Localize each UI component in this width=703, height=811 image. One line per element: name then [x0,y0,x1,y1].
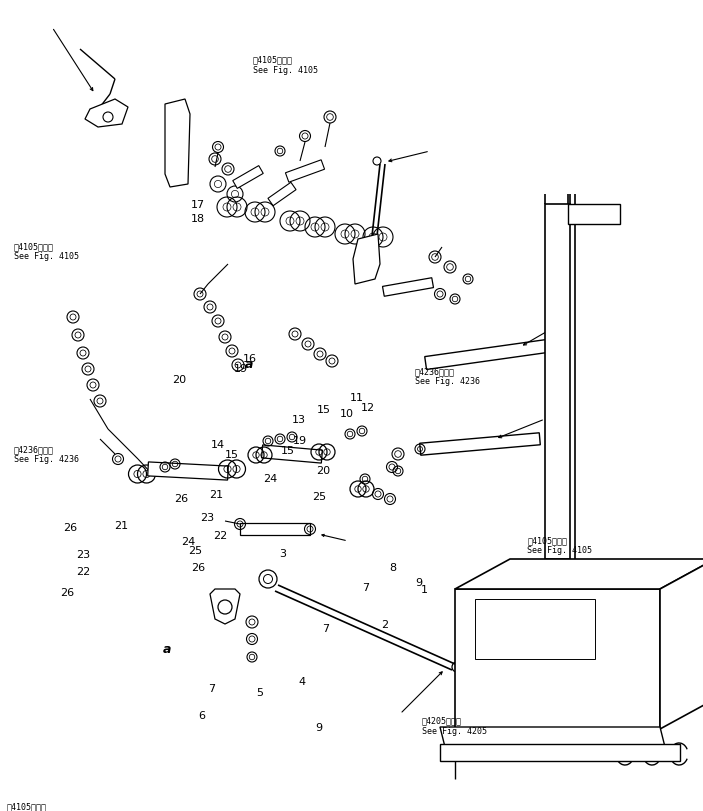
Text: 笥4105图参照
See Fig. 4105: 笥4105图参照 See Fig. 4105 [253,55,318,75]
Text: 15: 15 [281,445,295,455]
Text: 3: 3 [279,548,286,558]
Polygon shape [455,560,703,590]
Text: 6: 6 [198,710,205,720]
Text: 4: 4 [299,676,306,686]
Text: 24: 24 [181,537,195,547]
Text: 19: 19 [292,436,307,445]
Polygon shape [382,278,434,297]
Text: 20: 20 [316,466,330,475]
Polygon shape [210,590,240,624]
Polygon shape [240,523,310,535]
Polygon shape [148,462,228,480]
Text: 17: 17 [191,200,205,210]
Polygon shape [568,204,620,225]
Bar [475,599,595,659]
Text: 20: 20 [172,375,186,384]
Text: 7: 7 [208,683,215,693]
Text: 笥4205图参照
See Fig. 4205: 笥4205图参照 See Fig. 4205 [422,715,486,735]
Text: 26: 26 [191,563,205,573]
Text: 25: 25 [188,545,202,555]
Text: a: a [163,642,172,655]
Text: 7: 7 [322,624,329,633]
Text: 15: 15 [225,449,239,459]
Text: 14: 14 [211,440,225,449]
Text: 22: 22 [213,530,227,540]
Polygon shape [425,339,555,370]
Polygon shape [440,727,665,747]
Polygon shape [545,204,570,560]
Polygon shape [233,166,263,189]
Text: 5: 5 [257,687,264,697]
Text: 12: 12 [361,402,375,412]
Text: 笥4105图参照
See Fig. 4105: 笥4105图参照 See Fig. 4105 [527,535,592,555]
Text: 24: 24 [264,474,278,483]
Text: 26: 26 [63,522,77,532]
Polygon shape [165,100,190,188]
Text: 21: 21 [209,490,224,500]
Text: 23: 23 [200,513,214,522]
Text: 19: 19 [233,364,247,374]
Text: 笥4236图参照
See Fig. 4236: 笥4236图参照 See Fig. 4236 [14,444,79,464]
Text: 笥4105图参照
See Fig. 4105: 笥4105图参照 See Fig. 4105 [7,801,72,811]
Text: 13: 13 [292,414,306,424]
Polygon shape [660,560,703,729]
Text: 笥4105图参照
See Fig. 4105: 笥4105图参照 See Fig. 4105 [14,242,79,261]
Text: 笥4236图参照
See Fig. 4236: 笥4236图参照 See Fig. 4236 [415,367,479,386]
Text: 16: 16 [243,354,257,363]
Text: 7: 7 [362,582,369,592]
Text: 21: 21 [114,521,128,530]
Text: 15: 15 [317,405,331,414]
Polygon shape [440,744,680,761]
Text: a: a [245,358,253,371]
Text: 8: 8 [389,563,396,573]
Text: 10: 10 [340,409,354,418]
Text: 26: 26 [174,493,188,503]
Text: 2: 2 [381,620,388,629]
Text: 9: 9 [315,723,322,732]
Text: 22: 22 [76,567,90,577]
Text: 18: 18 [191,214,205,224]
Polygon shape [268,183,296,207]
Polygon shape [353,234,380,285]
Polygon shape [85,100,128,128]
Text: 26: 26 [60,587,74,597]
Text: 11: 11 [350,393,364,402]
Text: 23: 23 [76,549,90,559]
Polygon shape [285,161,325,183]
Polygon shape [420,433,541,456]
Text: 9: 9 [415,577,422,587]
Text: 1: 1 [420,584,427,594]
Polygon shape [455,590,660,729]
Text: 25: 25 [312,491,326,501]
Polygon shape [262,445,323,464]
